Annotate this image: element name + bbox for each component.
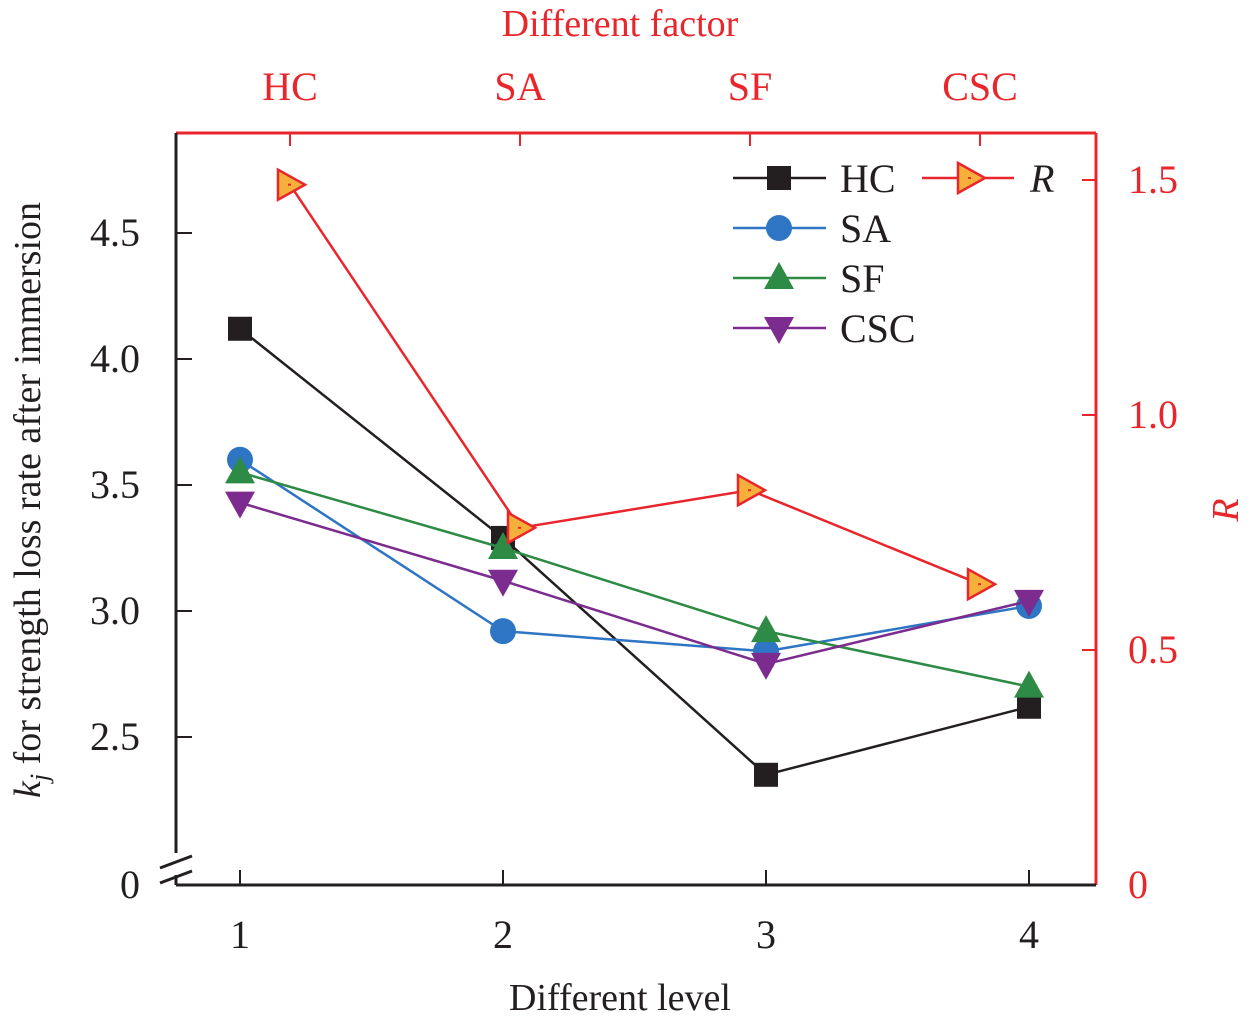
plot-frame [159,131,1098,887]
series-layer [225,167,1044,787]
x-axis-ticks: 1 2 3 4 [230,870,1039,957]
data-point-r-dot [518,526,521,529]
data-point-r-dot [748,489,751,492]
y-axis-label: kj for strength loss rate after immersio… [7,202,54,798]
x-axis-label: Different level [509,977,731,1019]
x-tick-label: 4 [1019,912,1039,957]
top-tick-label: SF [728,64,773,109]
top-tick-label: CSC [942,64,1018,109]
data-point-hc [228,316,252,341]
y-axis-label-k: k [7,780,49,798]
y-tick-label-zero: 0 [120,862,140,907]
data-point-hc [754,762,778,787]
data-point-csc [751,652,781,680]
series-hc [228,316,1041,787]
series-line-hc [239,327,1030,777]
legend-item-hc: HC [733,156,896,201]
series-line-sf [239,471,1030,688]
y-axis-label-subscript: j [25,774,54,784]
legend-marker [766,215,792,241]
right-axis-ticks: 0 0.5 1.0 1.5 [1082,157,1178,907]
y-tick-label: 2.5 [90,714,140,759]
top-axis-ticks: HC SA SF CSC [262,64,1018,146]
series-line-sa [239,458,1030,653]
data-point-sa [490,618,516,645]
legend-marker [764,262,794,289]
data-point-r [276,167,308,202]
data-point-sf [1014,670,1044,698]
x-tick-label: 2 [493,912,513,957]
data-point-sf [751,615,781,643]
data-point-r [736,473,768,508]
legend-item-csc: CSC [733,306,916,351]
data-point-r [506,510,538,545]
y-axis-label-text: for strength loss rate after immersion [7,202,49,774]
legend: HC SA SF CSC R [733,156,1054,351]
legend-item-r: R [922,156,1054,201]
series-sf [225,456,1044,698]
data-point-csc [225,491,255,519]
y-tick-label: 4.5 [90,210,140,255]
y-axis-ticks: 2.5 3.0 3.5 4.0 4.5 0 [90,210,192,907]
series-line-r [288,184,981,586]
legend-item-sa: SA [733,206,891,251]
top-tick-label: SA [494,64,545,109]
data-point-csc [1014,589,1044,617]
series-r [276,167,998,602]
legend-marker [767,166,791,190]
right-tick-label: 0 [1128,862,1148,907]
x-tick-label: 3 [756,912,776,957]
data-point-hc [1017,694,1041,719]
legend-label: SF [840,256,885,301]
legend-label: CSC [840,306,916,351]
series-csc [225,491,1044,680]
right-tick-label: 1.5 [1128,157,1178,202]
legend-item-sf: SF [733,256,885,301]
legend-marker [764,317,794,344]
data-point-r-dot [978,583,981,586]
legend-marker-dot [968,177,971,179]
top-axis-label: Different factor [502,3,739,45]
y-tick-label: 4.0 [90,336,140,381]
data-point-r [966,567,998,602]
y-tick-label: 3.5 [90,462,140,507]
legend-label: SA [840,206,891,251]
series-sa [227,446,1042,665]
right-tick-label: 1.0 [1128,392,1178,437]
y-tick-label: 3.0 [90,588,140,633]
axis-break [159,853,193,885]
data-point-sf [488,532,518,559]
legend-marker [956,160,988,196]
data-point-r-dot [288,183,291,186]
legend-label: R [1029,156,1054,201]
right-axis-label: R [1205,498,1247,522]
x-tick-label: 1 [230,912,250,957]
top-tick-label: HC [262,64,318,109]
legend-label: HC [840,156,896,201]
right-tick-label: 0.5 [1128,627,1178,672]
data-point-sf [225,456,255,484]
series-line-csc [239,501,1030,666]
data-point-csc [488,569,518,597]
